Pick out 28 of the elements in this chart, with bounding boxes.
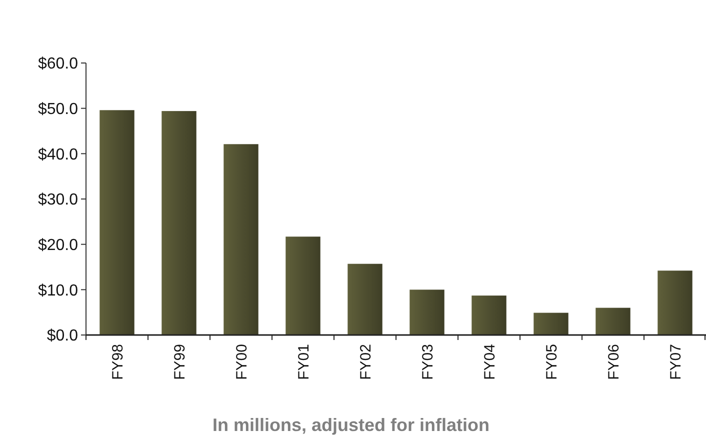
y-tick-label: $40.0 — [38, 146, 78, 164]
y-tick-label: $10.0 — [38, 282, 78, 300]
y-tick-label: $30.0 — [38, 192, 78, 209]
x-tick-label: FY03 — [419, 344, 436, 380]
x-tick-label: FY98 — [109, 344, 126, 380]
bar — [348, 264, 382, 335]
bar — [224, 144, 258, 335]
bar — [596, 308, 630, 335]
x-tick-label: FY05 — [543, 344, 560, 380]
x-tick-label: FY06 — [605, 344, 622, 380]
bar — [410, 290, 444, 335]
bar — [162, 111, 196, 335]
y-tick-label: $50.0 — [38, 100, 78, 118]
x-tick-label: FY99 — [171, 344, 188, 380]
x-tick-label: FY07 — [667, 344, 684, 380]
y-tick-label: $20.0 — [38, 236, 78, 254]
bar — [534, 312, 568, 335]
bar — [286, 236, 320, 335]
x-tick-label: FY01 — [295, 344, 312, 380]
x-axis-title: In millions, adjusted for inflation — [212, 415, 490, 435]
x-tick-label: FY00 — [233, 344, 250, 380]
bar — [100, 110, 134, 335]
bar — [658, 270, 692, 335]
y-tick-label: $60.0 — [38, 56, 78, 73]
y-tick-label: $0.0 — [46, 328, 78, 345]
x-tick-label: FY04 — [481, 344, 498, 380]
x-tick-label: FY02 — [357, 344, 374, 380]
bar — [472, 296, 506, 335]
